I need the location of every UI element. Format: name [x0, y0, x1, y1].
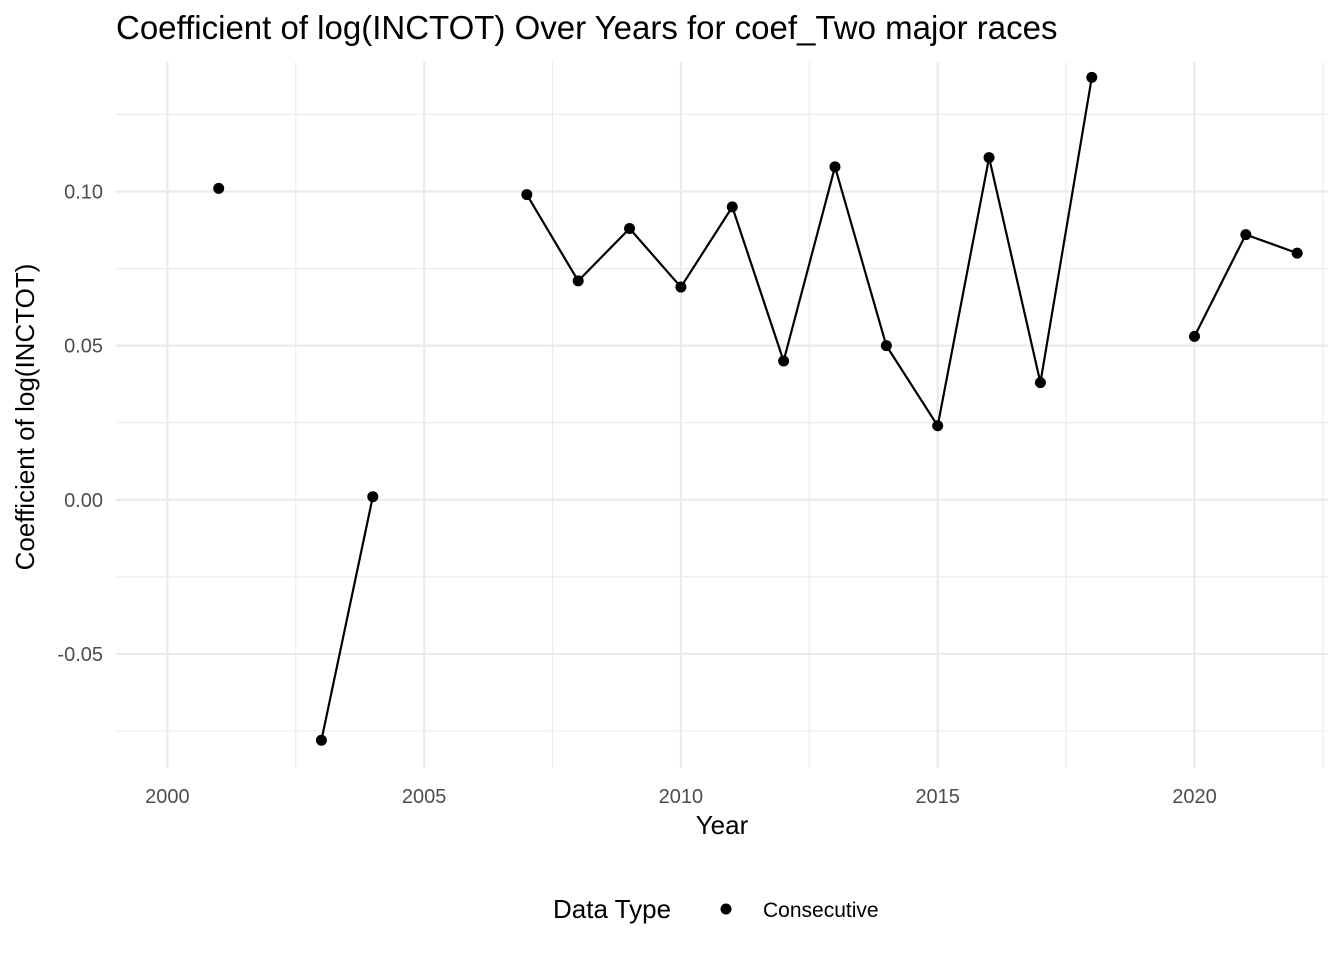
series-line-segment	[1193, 233, 1298, 337]
series-line-segment	[525, 77, 1093, 429]
data-point	[624, 222, 636, 234]
legend-label-consecutive: Consecutive	[763, 899, 879, 922]
series-line-segment	[320, 496, 374, 741]
x-axis-title: Year	[696, 810, 749, 840]
data-point	[983, 152, 995, 164]
legend-title: Data Type	[553, 894, 671, 924]
data-point	[213, 182, 225, 194]
tick-labels: 2000 2005 2010 2015 2020 -0.05 0.00 0.05 0.10	[57, 181, 1216, 808]
x-tick-label: 2010	[659, 786, 704, 808]
data-point	[315, 734, 327, 746]
data-point	[675, 281, 687, 293]
data-point	[1034, 377, 1046, 389]
gridlines	[116, 62, 1328, 768]
data-point	[1240, 229, 1252, 241]
y-tick-label: 0.10	[64, 181, 103, 203]
x-tick-label: 2000	[145, 786, 190, 808]
data-point	[1291, 247, 1303, 259]
legend: Data Type Consecutive	[553, 894, 879, 924]
y-tick-label: -0.05	[57, 644, 103, 666]
data-point	[572, 275, 584, 287]
data-point	[829, 161, 841, 173]
data-point	[521, 189, 533, 201]
y-axis-title: Coefficient of log(INCTOT)	[10, 264, 40, 571]
chart-title: Coefficient of log(INCTOT) Over Years fo…	[116, 9, 1057, 46]
x-tick-label: 2020	[1172, 786, 1217, 808]
data-point	[1188, 330, 1200, 342]
y-tick-label: 0.00	[64, 490, 103, 512]
data-point	[932, 420, 944, 432]
y-tick-label: 0.05	[64, 336, 103, 358]
data-point	[880, 340, 892, 352]
data-point	[367, 491, 379, 503]
data-point	[778, 355, 790, 367]
data-point	[726, 201, 738, 213]
x-tick-label: 2005	[402, 786, 447, 808]
x-tick-label: 2015	[915, 786, 960, 808]
data-point	[1086, 71, 1098, 83]
legend-key-consecutive	[720, 903, 732, 915]
series-points	[213, 71, 1303, 746]
